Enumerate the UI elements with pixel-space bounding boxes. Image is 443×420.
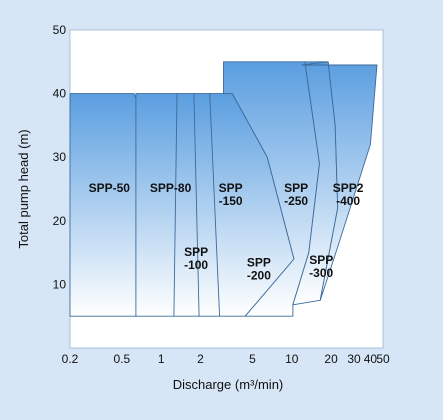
region-label-spp-200: SPP -200 bbox=[247, 256, 271, 283]
x-tick-label: 10 bbox=[285, 352, 299, 366]
pump-regions bbox=[69, 61, 378, 317]
x-axis-label: Discharge (m³/min) bbox=[173, 377, 284, 392]
x-axis-tick-labels: 0.2 0.5 1 2 5 10 20 30 40 50 bbox=[62, 352, 390, 366]
x-tick-label: 0.2 bbox=[62, 352, 79, 366]
region-spp2-400 bbox=[301, 61, 378, 301]
x-tick-label: 40 bbox=[364, 352, 378, 366]
y-tick-label: 10 bbox=[53, 277, 67, 291]
y-axis-tick-labels: 10 20 30 40 50 bbox=[53, 23, 67, 291]
region-label-spp-150: SPP -150 bbox=[219, 181, 243, 208]
x-tick-label: 2 bbox=[197, 352, 204, 366]
y-tick-label: 40 bbox=[53, 87, 67, 101]
region-label-spp-100: SPP -100 bbox=[184, 245, 208, 272]
x-tick-label: 30 bbox=[347, 352, 361, 366]
region-label-spp2-400: SPP2 -400 bbox=[333, 181, 364, 208]
x-tick-label: 50 bbox=[376, 352, 390, 366]
y-tick-label: 20 bbox=[53, 214, 67, 228]
x-tick-label: 0.5 bbox=[114, 352, 131, 366]
y-axis-label: Total pump head (m) bbox=[16, 129, 31, 248]
region-label-spp-300: SPP -300 bbox=[309, 253, 333, 280]
x-tick-label: 1 bbox=[158, 352, 165, 366]
region-label-spp-50: SPP-50 bbox=[89, 181, 131, 195]
y-tick-label: 30 bbox=[53, 150, 67, 164]
region-spp-50 bbox=[69, 93, 140, 317]
y-tick-label: 50 bbox=[53, 23, 67, 37]
x-tick-label: 5 bbox=[249, 352, 256, 366]
x-tick-label: 20 bbox=[324, 352, 338, 366]
region-label-spp-80: SPP-80 bbox=[150, 181, 192, 195]
pump-region-labels: SPP-50 SPP-80 SPP -100 SPP -150 SPP -200 SPP -250… bbox=[89, 181, 364, 282]
region-label-spp-250: SPP -250 bbox=[284, 181, 308, 208]
